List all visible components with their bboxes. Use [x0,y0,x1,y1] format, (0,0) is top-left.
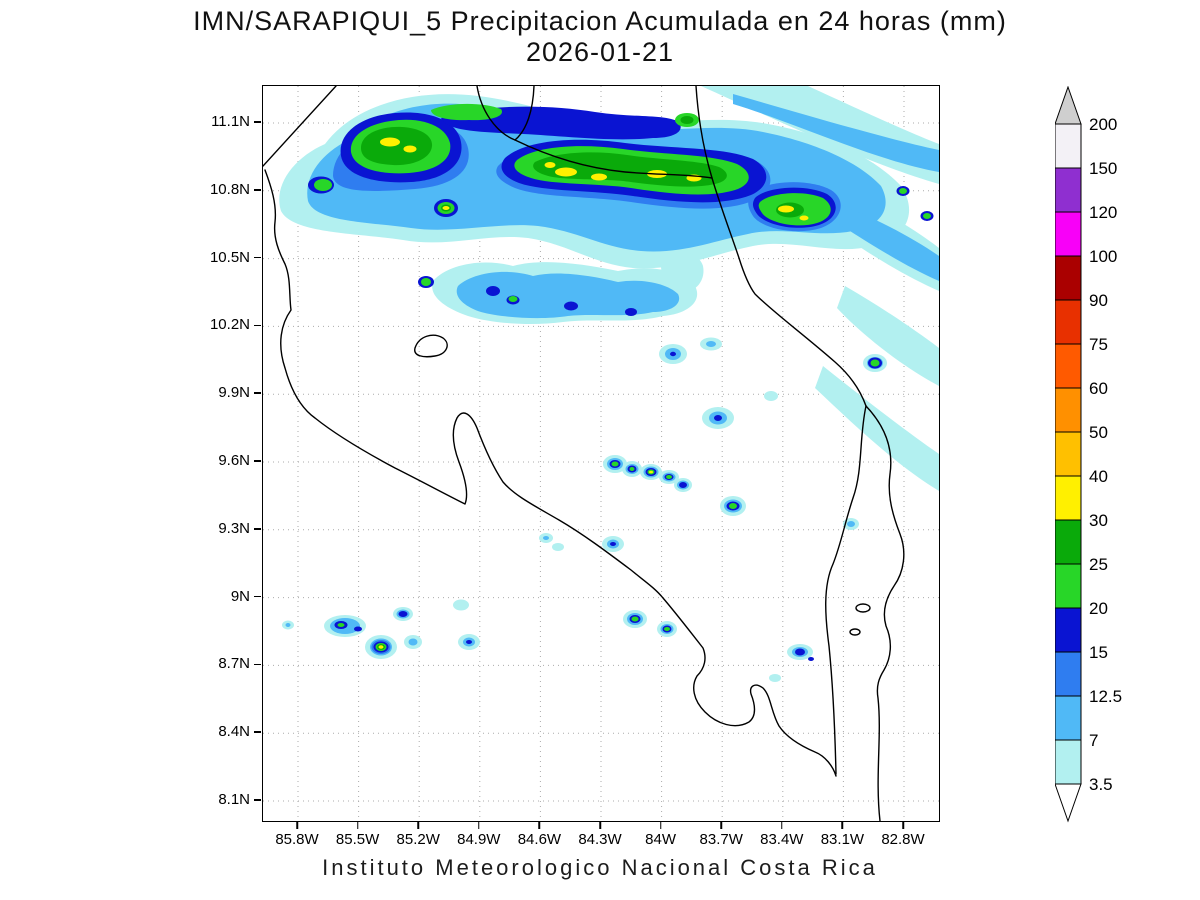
colorbar-label: 90 [1089,291,1108,310]
y-tick-mark [254,256,261,259]
y-tick-mark [254,189,261,191]
pacific-coast [264,169,837,777]
x-tick-label: 84.3W [578,831,622,848]
colorbar-label: 100 [1089,247,1117,266]
colorbar-segment [1054,519,1082,565]
colorbar-segment [1054,255,1082,301]
precip-level-30mm [378,137,809,649]
y-tick-mark [254,528,261,530]
colorbar-over-arrow [1054,85,1082,125]
y-tick-label: 9.9N [218,384,250,402]
y-tick-mark [254,460,261,462]
colorbar-legend: 3.5 7 12.5 15 20 25 30 40 50 60 75 90 100 120 150 200 [1054,85,1155,826]
y-tick-label: 9.6N [218,452,250,469]
x-tick-label: 83.1W [820,831,865,848]
y-tick-mark [254,663,261,666]
colorbar-label: 15 [1089,643,1108,662]
y-tick-mark [254,595,261,598]
colorbar: 3.5 7 12.5 15 20 25 30 40 50 60 75 90 100 120 150 200 [1054,85,1122,823]
y-tick-label: 8.7N [218,655,250,673]
rio-san-juan-border [514,139,713,179]
colorbar-segment [1054,167,1082,213]
bocas-island-2 [849,628,861,636]
colorbar-segment [1054,563,1082,609]
colorbar-segment [1054,431,1082,477]
colorbar-label: 75 [1089,335,1108,354]
y-tick-mark [254,392,261,394]
x-tick-label: 85.2W [396,831,440,848]
precipitation-map [263,86,939,821]
x-tick-mark [296,822,298,829]
y-tick-label: 8.4N [218,723,250,741]
x-tick-mark [417,822,419,829]
x-tick-label: 85.8W [275,831,319,848]
bocas-island [855,603,871,613]
x-tick-label: 82.8W [881,831,925,848]
x-tick-mark [659,822,662,829]
x-tick-mark [599,822,601,829]
colorbar-label: 30 [1089,511,1108,530]
y-tick-label: 10.2N [209,316,250,334]
lake-arenal [414,334,448,358]
colorbar-label: 7 [1089,731,1098,750]
colorbar-label: 200 [1089,115,1117,134]
x-tick-mark [538,822,541,829]
y-tick-mark [254,799,261,801]
colorbar-segment [1054,607,1082,653]
panama-border [825,405,867,775]
x-tick-label: 85.5W [335,831,380,848]
colorbar-segment [1054,651,1082,697]
colorbar-segment [1054,387,1082,433]
x-tick-mark [781,822,783,829]
colorbar-under-arrow [1054,783,1082,823]
colorbar-label: 20 [1089,599,1108,618]
colorbar-label: 120 [1089,203,1117,222]
y-tick-mark [254,324,261,327]
y-tick-label: 11.1N [211,113,250,130]
y-tick-mark [254,731,261,733]
y-tick-label: 10.8N [209,180,250,198]
x-tick-mark [478,822,480,829]
colorbar-segment [1054,299,1082,345]
colorbar-label: 3.5 [1089,775,1113,794]
x-tick-label: 84.9W [457,831,501,848]
map-plot-area [262,85,940,822]
x-tick-mark [902,822,904,829]
x-tick-mark [720,822,722,829]
y-tick-mark [254,121,261,123]
panama-caribbean-coast [865,405,905,821]
colorbar-label: 40 [1089,467,1108,486]
x-tick-label: 83.7W [699,831,743,848]
colorbar-segment [1054,343,1082,389]
y-tick-label: 9.3N [218,519,250,537]
nicaragua-pacific-coast [263,86,337,167]
colorbar-segment [1054,475,1082,521]
y-tick-label: 8.1N [218,791,250,808]
chart-title: IMN/SARAPIQUI_5 Precipitacion Acumulada … [193,6,1007,36]
colorbar-label: 50 [1089,423,1108,442]
x-tick-label: 84W [645,831,677,848]
y-tick-label: 10.5N [209,248,250,266]
colorbar-label: 12.5 [1089,687,1122,706]
precipitation-field [279,86,939,682]
coastlines [263,86,905,821]
colorbar-segment [1054,695,1082,741]
colorbar-label: 60 [1089,379,1108,398]
colorbar-segment [1054,211,1082,257]
caribbean-coast [695,86,867,407]
y-tick-label: 9N [230,587,250,605]
colorbar-segment [1054,739,1082,785]
x-tick-mark [356,822,359,829]
chart-date: 2026-01-21 [525,37,675,67]
colorbar-label: 150 [1089,159,1117,178]
x-tick-mark [841,822,844,829]
x-tick-label: 83.4W [760,831,804,848]
x-tick-label: 84.6W [517,831,562,848]
colorbar-segment [1054,123,1082,169]
colorbar-label: 25 [1089,555,1108,574]
source-footer: Instituto Meteorologico Nacional Costa R… [322,855,878,880]
